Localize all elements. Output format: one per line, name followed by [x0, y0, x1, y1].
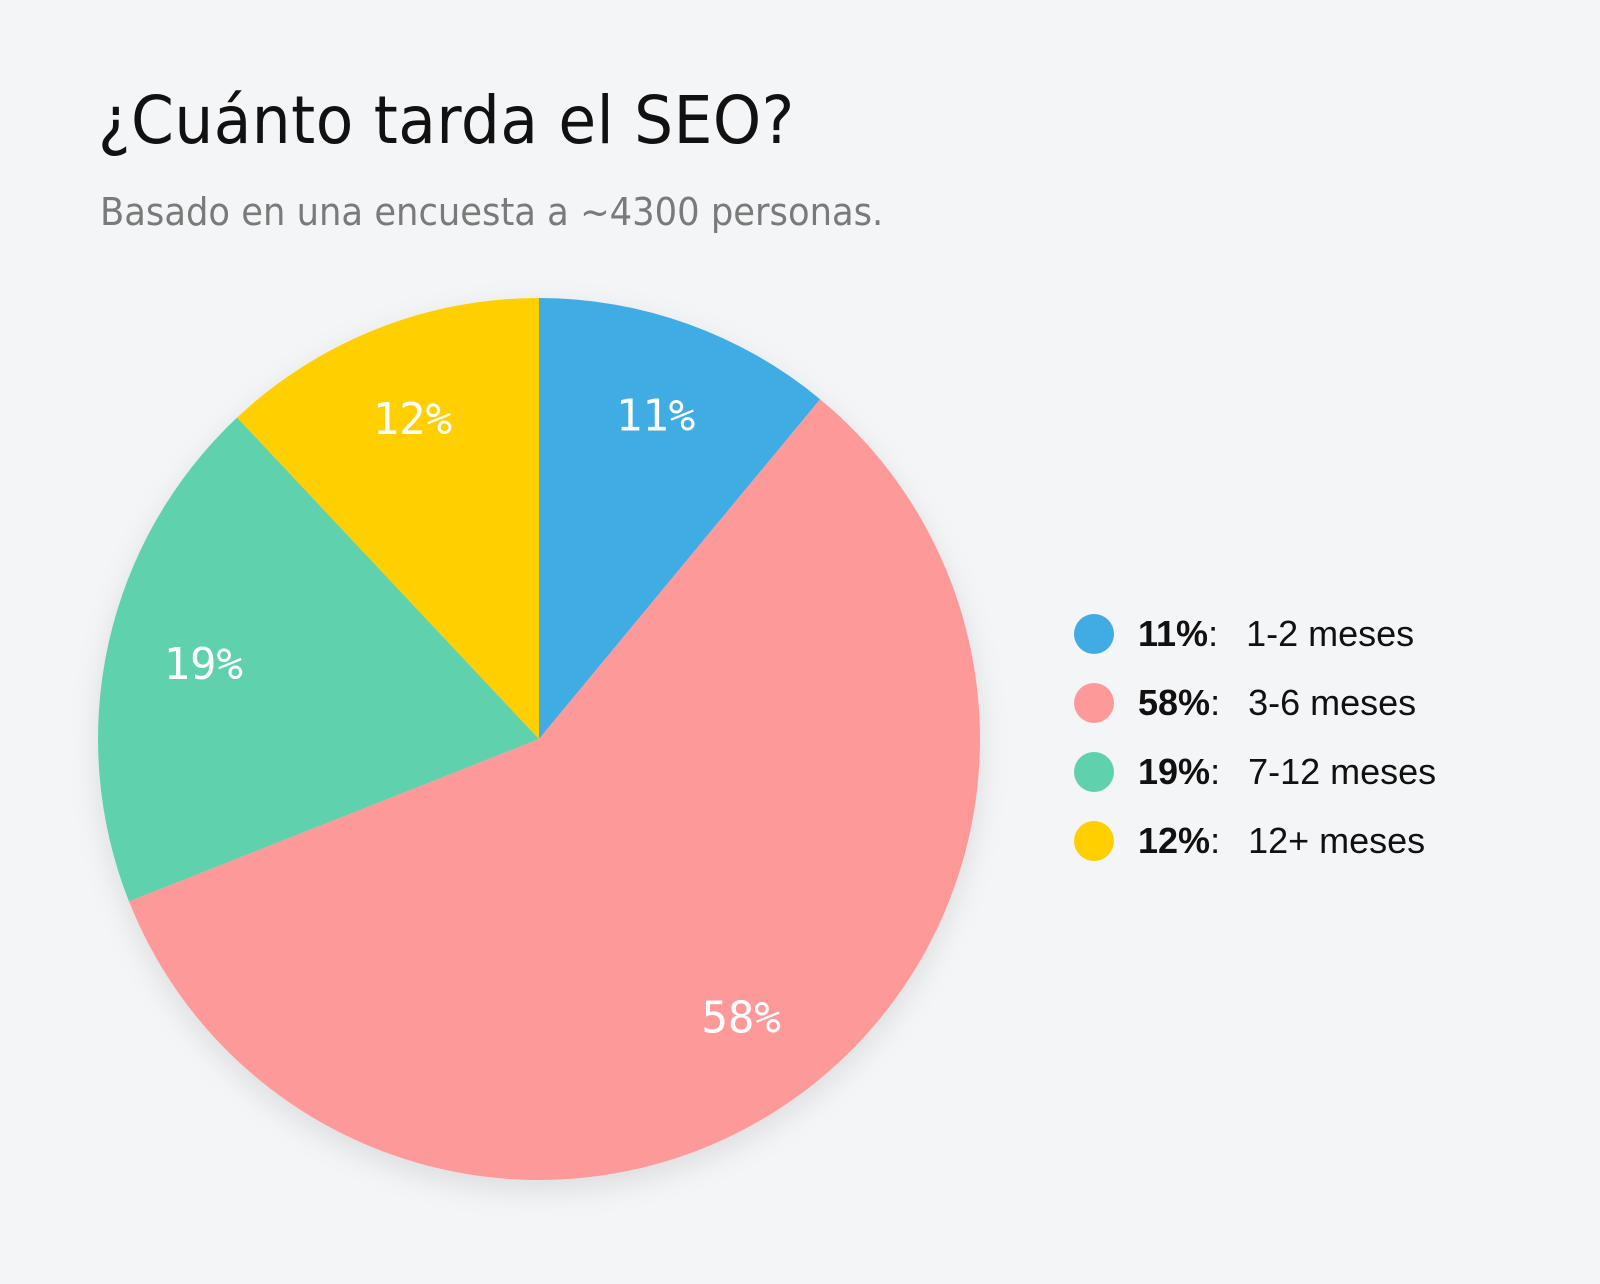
pie-slice-label: 12% — [373, 394, 452, 445]
pie-slice-label: 58% — [701, 992, 780, 1043]
legend-percent: 19% — [1138, 751, 1211, 792]
pie-slice-1-2-meses — [539, 298, 821, 739]
legend-percent: 58% — [1138, 682, 1211, 723]
legend-colon: : — [1208, 613, 1219, 654]
legend-item-1-2-meses: 11%: 1-2 meses — [1074, 613, 1436, 654]
pie-slice-3-6-meses — [128, 399, 980, 1180]
pie-slice-7-12-meses — [98, 417, 540, 902]
legend-label: 1-2 meses — [1246, 613, 1415, 654]
chart-subtitle: Basado en una encuesta a ~4300 personas. — [100, 190, 884, 234]
legend-swatch-green — [1074, 752, 1114, 792]
legend-swatch-pink — [1074, 683, 1114, 723]
legend-label: 3-6 meses — [1248, 682, 1417, 723]
legend-swatch-yellow — [1074, 821, 1114, 861]
legend-colon: : — [1210, 820, 1221, 861]
legend-percent: 12% — [1138, 820, 1211, 861]
chart-legend: 11%: 1-2 meses 58%: 3-6 meses 19%: 7-12 … — [1074, 613, 1437, 890]
pie-slice-12-meses — [237, 298, 539, 739]
legend-label: 7-12 meses — [1248, 751, 1437, 792]
legend-label: 12+ meses — [1248, 820, 1426, 861]
legend-item-3-6-meses: 58%: 3-6 meses — [1074, 682, 1436, 723]
pie-slice-label: 19% — [164, 639, 243, 690]
legend-item-7-12-meses: 19%: 7-12 meses — [1074, 751, 1437, 792]
legend-colon: : — [1210, 751, 1221, 792]
legend-item-12-plus-meses: 12%: 12+ meses — [1074, 820, 1436, 861]
pie-slice-label: 11% — [616, 390, 695, 441]
legend-colon: : — [1210, 682, 1221, 723]
legend-percent: 11% — [1138, 613, 1209, 654]
chart-title: ¿Cuánto tarda el SEO? — [98, 82, 795, 159]
legend-swatch-blue — [1074, 614, 1114, 654]
